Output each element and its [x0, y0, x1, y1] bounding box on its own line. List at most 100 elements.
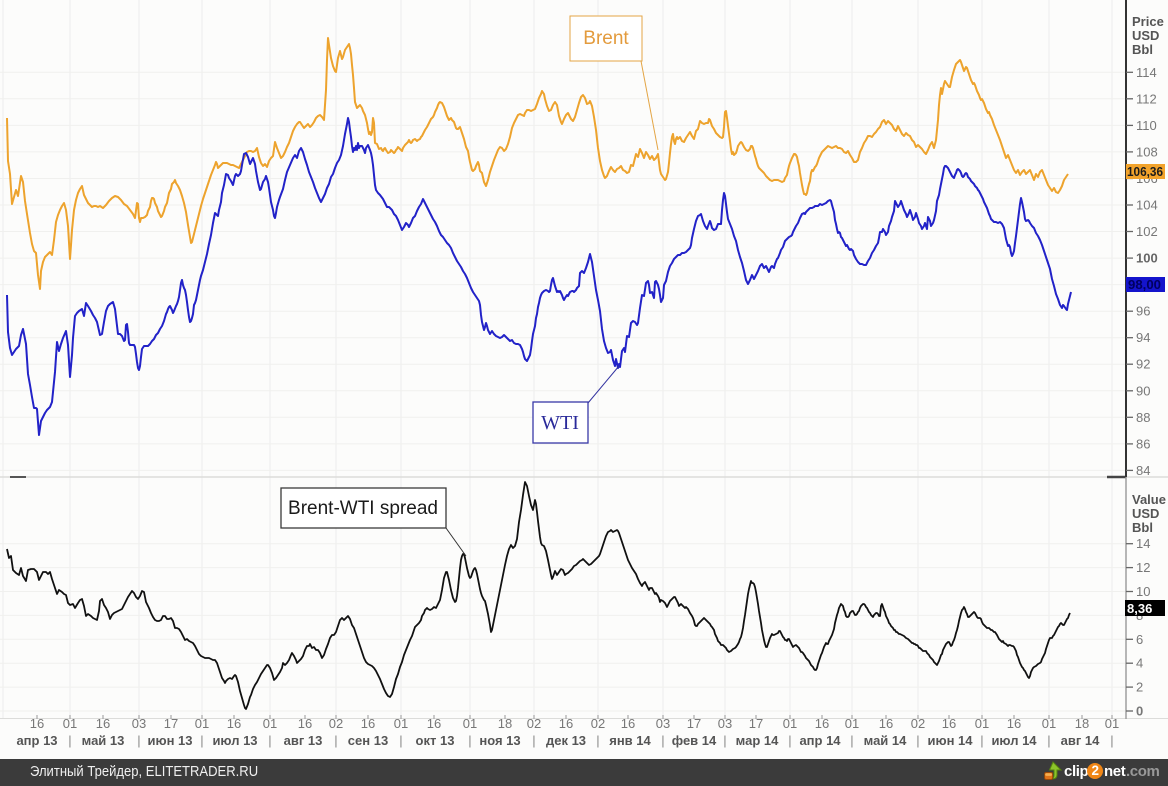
- svg-text:|: |: [200, 733, 203, 748]
- svg-text:июл 13: июл 13: [212, 733, 257, 748]
- svg-text:01: 01: [463, 716, 477, 731]
- svg-text:16: 16: [361, 716, 375, 731]
- svg-text:янв 14: янв 14: [609, 733, 651, 748]
- svg-text:|: |: [68, 733, 71, 748]
- svg-text:Bbl: Bbl: [1132, 520, 1153, 535]
- svg-text:|: |: [661, 733, 664, 748]
- svg-text:Brent: Brent: [583, 28, 629, 49]
- svg-text:USD: USD: [1132, 28, 1159, 43]
- svg-text:112: 112: [1136, 91, 1157, 106]
- svg-text:16: 16: [815, 716, 829, 731]
- svg-text:фев 14: фев 14: [672, 733, 717, 748]
- svg-text:14: 14: [1136, 536, 1150, 551]
- svg-text:авг 14: авг 14: [1061, 733, 1100, 748]
- svg-text:12: 12: [1136, 560, 1150, 575]
- svg-text:17: 17: [164, 716, 178, 731]
- svg-text:16: 16: [879, 716, 893, 731]
- svg-text:16: 16: [298, 716, 312, 731]
- svg-text:03: 03: [718, 716, 732, 731]
- svg-text:16: 16: [559, 716, 573, 731]
- svg-text:01: 01: [975, 716, 989, 731]
- svg-text:03: 03: [132, 716, 146, 731]
- svg-text:88: 88: [1136, 410, 1150, 425]
- svg-text:|: |: [850, 733, 853, 748]
- svg-text:01: 01: [1105, 716, 1119, 731]
- svg-text:|: |: [788, 733, 791, 748]
- svg-text:02: 02: [527, 716, 541, 731]
- svg-text:98,00: 98,00: [1128, 277, 1161, 292]
- svg-text:110: 110: [1136, 118, 1157, 133]
- svg-text:96: 96: [1136, 304, 1150, 319]
- svg-text:84: 84: [1136, 463, 1150, 478]
- svg-text:авг 13: авг 13: [284, 733, 323, 748]
- svg-text:16: 16: [96, 716, 110, 731]
- svg-text:WTI: WTI: [541, 412, 579, 434]
- svg-text:100: 100: [1136, 251, 1158, 266]
- svg-text:|: |: [334, 733, 337, 748]
- svg-text:окт 13: окт 13: [416, 733, 455, 748]
- svg-text:Value: Value: [1132, 492, 1166, 507]
- svg-text:94: 94: [1136, 330, 1150, 345]
- svg-text:92: 92: [1136, 357, 1150, 372]
- svg-text:17: 17: [687, 716, 701, 731]
- svg-text:01: 01: [195, 716, 209, 731]
- svg-text:16: 16: [30, 716, 44, 731]
- svg-text:USD: USD: [1132, 506, 1159, 521]
- svg-text:0: 0: [1136, 704, 1143, 719]
- svg-text:|: |: [1047, 733, 1050, 748]
- svg-text:16: 16: [427, 716, 441, 731]
- svg-text:01: 01: [845, 716, 859, 731]
- svg-text:сен 13: сен 13: [348, 733, 388, 748]
- svg-text:|: |: [1110, 733, 1113, 748]
- svg-text:июн 13: июн 13: [147, 733, 192, 748]
- svg-text:16: 16: [227, 716, 241, 731]
- svg-text:86: 86: [1136, 436, 1150, 451]
- svg-text:май 13: май 13: [82, 733, 125, 748]
- svg-text:Bbl: Bbl: [1132, 42, 1153, 57]
- svg-text:01: 01: [263, 716, 277, 731]
- svg-text:18: 18: [498, 716, 512, 731]
- svg-text:18: 18: [1075, 716, 1089, 731]
- svg-text:4: 4: [1136, 656, 1143, 671]
- svg-text:16: 16: [942, 716, 956, 731]
- svg-text:10: 10: [1136, 584, 1150, 599]
- svg-text:03: 03: [656, 716, 670, 731]
- svg-text:17: 17: [749, 716, 763, 731]
- svg-text:Price: Price: [1132, 14, 1164, 29]
- svg-text:июн 14: июн 14: [927, 733, 973, 748]
- svg-text:апр 13: апр 13: [16, 733, 57, 748]
- svg-text:102: 102: [1136, 224, 1158, 239]
- svg-text:02: 02: [329, 716, 343, 731]
- svg-text:2: 2: [1136, 680, 1143, 695]
- svg-text:02: 02: [911, 716, 925, 731]
- svg-text:|: |: [916, 733, 919, 748]
- svg-text:|: |: [532, 733, 535, 748]
- svg-text:114: 114: [1136, 65, 1157, 80]
- svg-text:108: 108: [1136, 144, 1158, 159]
- svg-text:106,36: 106,36: [1127, 164, 1163, 179]
- svg-text:|: |: [980, 733, 983, 748]
- svg-text:6: 6: [1136, 632, 1143, 647]
- svg-text:|: |: [137, 733, 140, 748]
- svg-text:01: 01: [63, 716, 77, 731]
- svg-text:01: 01: [394, 716, 408, 731]
- svg-text:90: 90: [1136, 383, 1150, 398]
- svg-text:июл 14: июл 14: [991, 733, 1037, 748]
- svg-text:ноя 13: ноя 13: [479, 733, 520, 748]
- svg-text:02: 02: [591, 716, 605, 731]
- svg-text:мар 14: мар 14: [736, 733, 779, 748]
- svg-text:01: 01: [783, 716, 797, 731]
- svg-text:дек 13: дек 13: [546, 733, 586, 748]
- svg-text:8,36: 8,36: [1127, 601, 1152, 616]
- svg-text:|: |: [468, 733, 471, 748]
- svg-text:104: 104: [1136, 198, 1158, 213]
- svg-text:апр 14: апр 14: [799, 733, 841, 748]
- svg-text:|: |: [399, 733, 402, 748]
- svg-text:16: 16: [1007, 716, 1021, 731]
- svg-text:|: |: [268, 733, 271, 748]
- svg-text:Brent-WTI spread: Brent-WTI spread: [288, 498, 438, 519]
- svg-text:16: 16: [621, 716, 635, 731]
- svg-text:|: |: [596, 733, 599, 748]
- svg-text:май 14: май 14: [864, 733, 908, 748]
- svg-text:|: |: [723, 733, 726, 748]
